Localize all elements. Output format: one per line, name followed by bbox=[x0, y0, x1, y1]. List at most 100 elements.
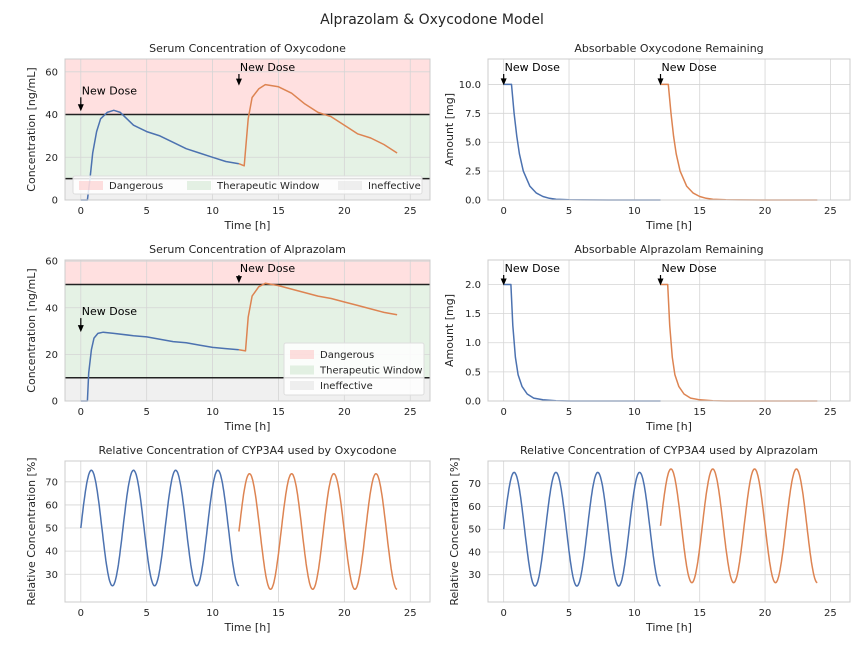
annotation-arrow-head bbox=[657, 78, 664, 86]
axes-frame bbox=[487, 259, 851, 402]
annotation-new-dose: New Dose bbox=[240, 262, 295, 275]
x-tick-label: 5 bbox=[144, 407, 150, 418]
annotation-new-dose: New Dose bbox=[662, 61, 717, 74]
series-line-2 bbox=[238, 83, 398, 167]
band-dangerous bbox=[65, 59, 430, 115]
annotation-new-dose: New Dose bbox=[82, 84, 137, 97]
x-tick-label: 5 bbox=[566, 206, 572, 217]
x-axis-label: Time [h] bbox=[224, 621, 271, 634]
x-tick-label: 5 bbox=[566, 407, 572, 418]
legend-swatch bbox=[79, 181, 103, 190]
plot-area bbox=[488, 59, 850, 200]
chart-cyp_oxy: 0 5 10 15 20 25 30 40 50 60 70 Relative Concentrati… bbox=[25, 444, 431, 634]
x-tick-label: 5 bbox=[144, 206, 150, 217]
legend-swatch bbox=[290, 350, 314, 359]
x-tick-label: 0 bbox=[78, 608, 84, 619]
legend-label: Dangerous bbox=[320, 350, 374, 361]
legend-swatch bbox=[290, 381, 314, 390]
y-tick-label: 40 bbox=[45, 110, 58, 121]
x-tick-label: 10 bbox=[206, 206, 219, 217]
axes-frame bbox=[487, 460, 851, 603]
legend-label: Therapeutic Window bbox=[216, 181, 319, 192]
x-tick-label: 5 bbox=[566, 608, 572, 619]
y-tick-label: 60 bbox=[45, 500, 58, 511]
x-tick-label: 15 bbox=[693, 407, 706, 418]
x-tick-label: 0 bbox=[500, 206, 506, 217]
annotation-new-dose: New Dose bbox=[662, 262, 717, 275]
x-axis-label: Time [h] bbox=[645, 420, 692, 433]
y-tick-label: 0 bbox=[52, 397, 58, 408]
x-tick-label: 15 bbox=[272, 608, 285, 619]
y-tick-label: 0.5 bbox=[465, 367, 481, 378]
x-tick-label: 0 bbox=[500, 407, 506, 418]
y-tick-label: 2.5 bbox=[465, 167, 481, 178]
y-axis-label: Amount [mg] bbox=[443, 93, 456, 166]
plot-area bbox=[488, 260, 850, 401]
annotation-arrow-head bbox=[500, 78, 507, 86]
chart-oxy_serum: 0 5 10 15 20 25 0 20 40 60 Serum Concentration of … bbox=[25, 42, 431, 232]
x-tick-label: 10 bbox=[628, 608, 641, 619]
chart-title: Relative Concentration of CYP3A4 used by… bbox=[99, 444, 397, 457]
x-axis-label: Time [h] bbox=[224, 420, 271, 433]
x-tick-label: 15 bbox=[693, 206, 706, 217]
chart-alp_serum: 0 5 10 15 20 25 0 20 40 60 Serum Concentration of … bbox=[25, 243, 431, 433]
x-tick-label: 5 bbox=[144, 608, 150, 619]
x-axis-label: Time [h] bbox=[224, 219, 271, 232]
annotation-arrow-head bbox=[77, 104, 84, 112]
y-tick-label: 7.5 bbox=[465, 109, 481, 120]
y-tick-label: 40 bbox=[45, 303, 58, 314]
plot-area bbox=[65, 461, 430, 602]
y-axis-label: Relative Concentration [%] bbox=[448, 457, 461, 605]
y-tick-label: 60 bbox=[468, 502, 481, 513]
y-axis-label: Concentration [ng/mL] bbox=[25, 67, 38, 191]
y-tick-label: 10.0 bbox=[459, 80, 481, 91]
series-line-2 bbox=[238, 282, 398, 352]
x-tick-label: 10 bbox=[628, 206, 641, 217]
y-tick-label: 40 bbox=[45, 547, 58, 558]
x-tick-label: 0 bbox=[78, 407, 84, 418]
axes-frame bbox=[64, 460, 431, 603]
figure-title: Alprazolam & Oxycodone Model bbox=[320, 12, 544, 28]
axes-frame bbox=[64, 259, 431, 402]
y-tick-label: 30 bbox=[468, 570, 481, 581]
y-tick-label: 70 bbox=[468, 479, 481, 490]
annotation-new-dose: New Dose bbox=[82, 305, 137, 318]
legend-box bbox=[283, 342, 425, 396]
x-tick-label: 20 bbox=[759, 407, 772, 418]
annotation-arrow-head bbox=[500, 278, 507, 286]
series-line-2 bbox=[238, 472, 398, 591]
y-tick-label: 60 bbox=[45, 67, 58, 78]
chart-title: Absorbable Alprazolam Remaining bbox=[574, 243, 763, 256]
band-dangerous bbox=[65, 260, 430, 285]
x-tick-label: 20 bbox=[759, 206, 772, 217]
x-tick-label: 15 bbox=[272, 407, 285, 418]
annotation-arrow-head bbox=[235, 78, 242, 86]
axes-frame bbox=[487, 58, 851, 201]
x-tick-label: 15 bbox=[693, 608, 706, 619]
chart-title: Serum Concentration of Oxycodone bbox=[149, 42, 346, 55]
y-tick-label: 0.0 bbox=[465, 397, 481, 408]
x-tick-label: 15 bbox=[272, 206, 285, 217]
legend-swatch bbox=[187, 181, 211, 190]
x-tick-label: 10 bbox=[628, 407, 641, 418]
annotation-arrow-head bbox=[77, 325, 84, 333]
y-tick-label: 20 bbox=[45, 350, 58, 361]
y-axis-label: Concentration [ng/mL] bbox=[25, 268, 38, 392]
chart-alp_absorb: 0 5 10 15 20 25 0.0 0.5 1.0 1.5 2.0 Absorbable Alpr… bbox=[443, 243, 851, 433]
chart-title: Absorbable Oxycodone Remaining bbox=[574, 42, 763, 55]
chart-oxy_absorb: 0 5 10 15 20 25 0.0 2.5 5.0 7.5 10.0 Absorbable Oxy… bbox=[443, 42, 851, 232]
y-tick-label: 40 bbox=[468, 547, 481, 558]
annotation-arrow-head bbox=[235, 276, 242, 284]
x-tick-label: 25 bbox=[824, 608, 837, 619]
y-tick-label: 0.0 bbox=[465, 196, 481, 207]
legend-label: Dangerous bbox=[109, 181, 163, 192]
x-tick-label: 25 bbox=[824, 407, 837, 418]
legend-label: Ineffective bbox=[320, 381, 373, 392]
annotation-arrow-head bbox=[657, 278, 664, 286]
x-tick-label: 25 bbox=[404, 206, 417, 217]
series-line-1 bbox=[80, 109, 240, 201]
y-tick-label: 50 bbox=[45, 524, 58, 535]
series-line-2 bbox=[659, 468, 818, 584]
y-tick-label: 70 bbox=[45, 477, 58, 488]
